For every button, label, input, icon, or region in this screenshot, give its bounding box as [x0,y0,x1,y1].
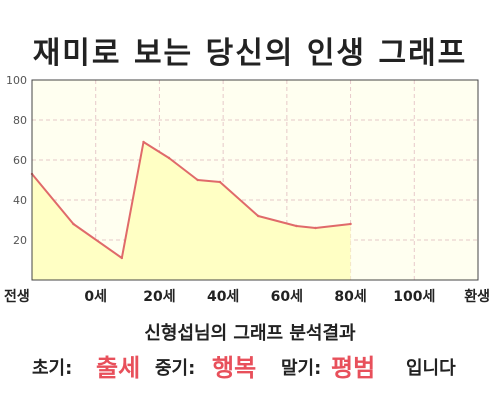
x-tick-label: 전생 [4,288,30,305]
ending-text: 입니다 [406,358,456,379]
data-point-10 [349,222,352,226]
y-tick-label: 60 [13,154,27,167]
x-tick-label: 80세 [334,289,366,305]
y-tick-label: 20 [13,234,27,247]
x-tick-label: 60세 [271,289,303,305]
late-value: 평범 [331,354,376,382]
x-tick-label: 40세 [207,289,239,305]
y-tick-label: 100 [6,74,27,87]
data-point-1 [72,222,75,226]
area-fill [32,142,351,280]
mid-value: 행복 [212,354,257,382]
x-tick-label: 0세 [84,289,107,305]
data-point-7 [256,214,260,218]
x-tick-label: 환생 [464,288,490,305]
result-subtitle: 신형섭님의 그래프 분석결과 [144,323,356,344]
y-tick-label: 80 [13,114,27,127]
data-point-4 [167,156,171,160]
result-summary: 초기: 출세 중기: 행복 말기: 평범 입니다 [0,346,500,382]
late-label: 말기: [281,358,322,379]
chart-title: 재미로 보는 당신의 인생 그래프 [32,36,468,71]
mid-label: 중기: [155,358,196,379]
x-tick-label: 20세 [143,289,175,305]
data-point-5 [196,178,199,182]
x-tick-label: 100세 [393,289,435,305]
data-point-6 [218,180,222,184]
data-point-8 [295,224,298,228]
data-point-2 [120,256,124,260]
y-tick-label: 40 [13,194,27,207]
data-point-3 [142,140,145,144]
data-point-9 [314,226,317,230]
plot-frame [31,79,479,281]
y-axis-ticks: 20 40 60 80 100 [6,74,27,247]
x-axis-ticks: 전생 0세 20세 40세 60세 80세 100세 환생 [4,288,490,305]
early-value: 출세 [96,354,141,382]
early-label: 초기: [32,358,73,379]
